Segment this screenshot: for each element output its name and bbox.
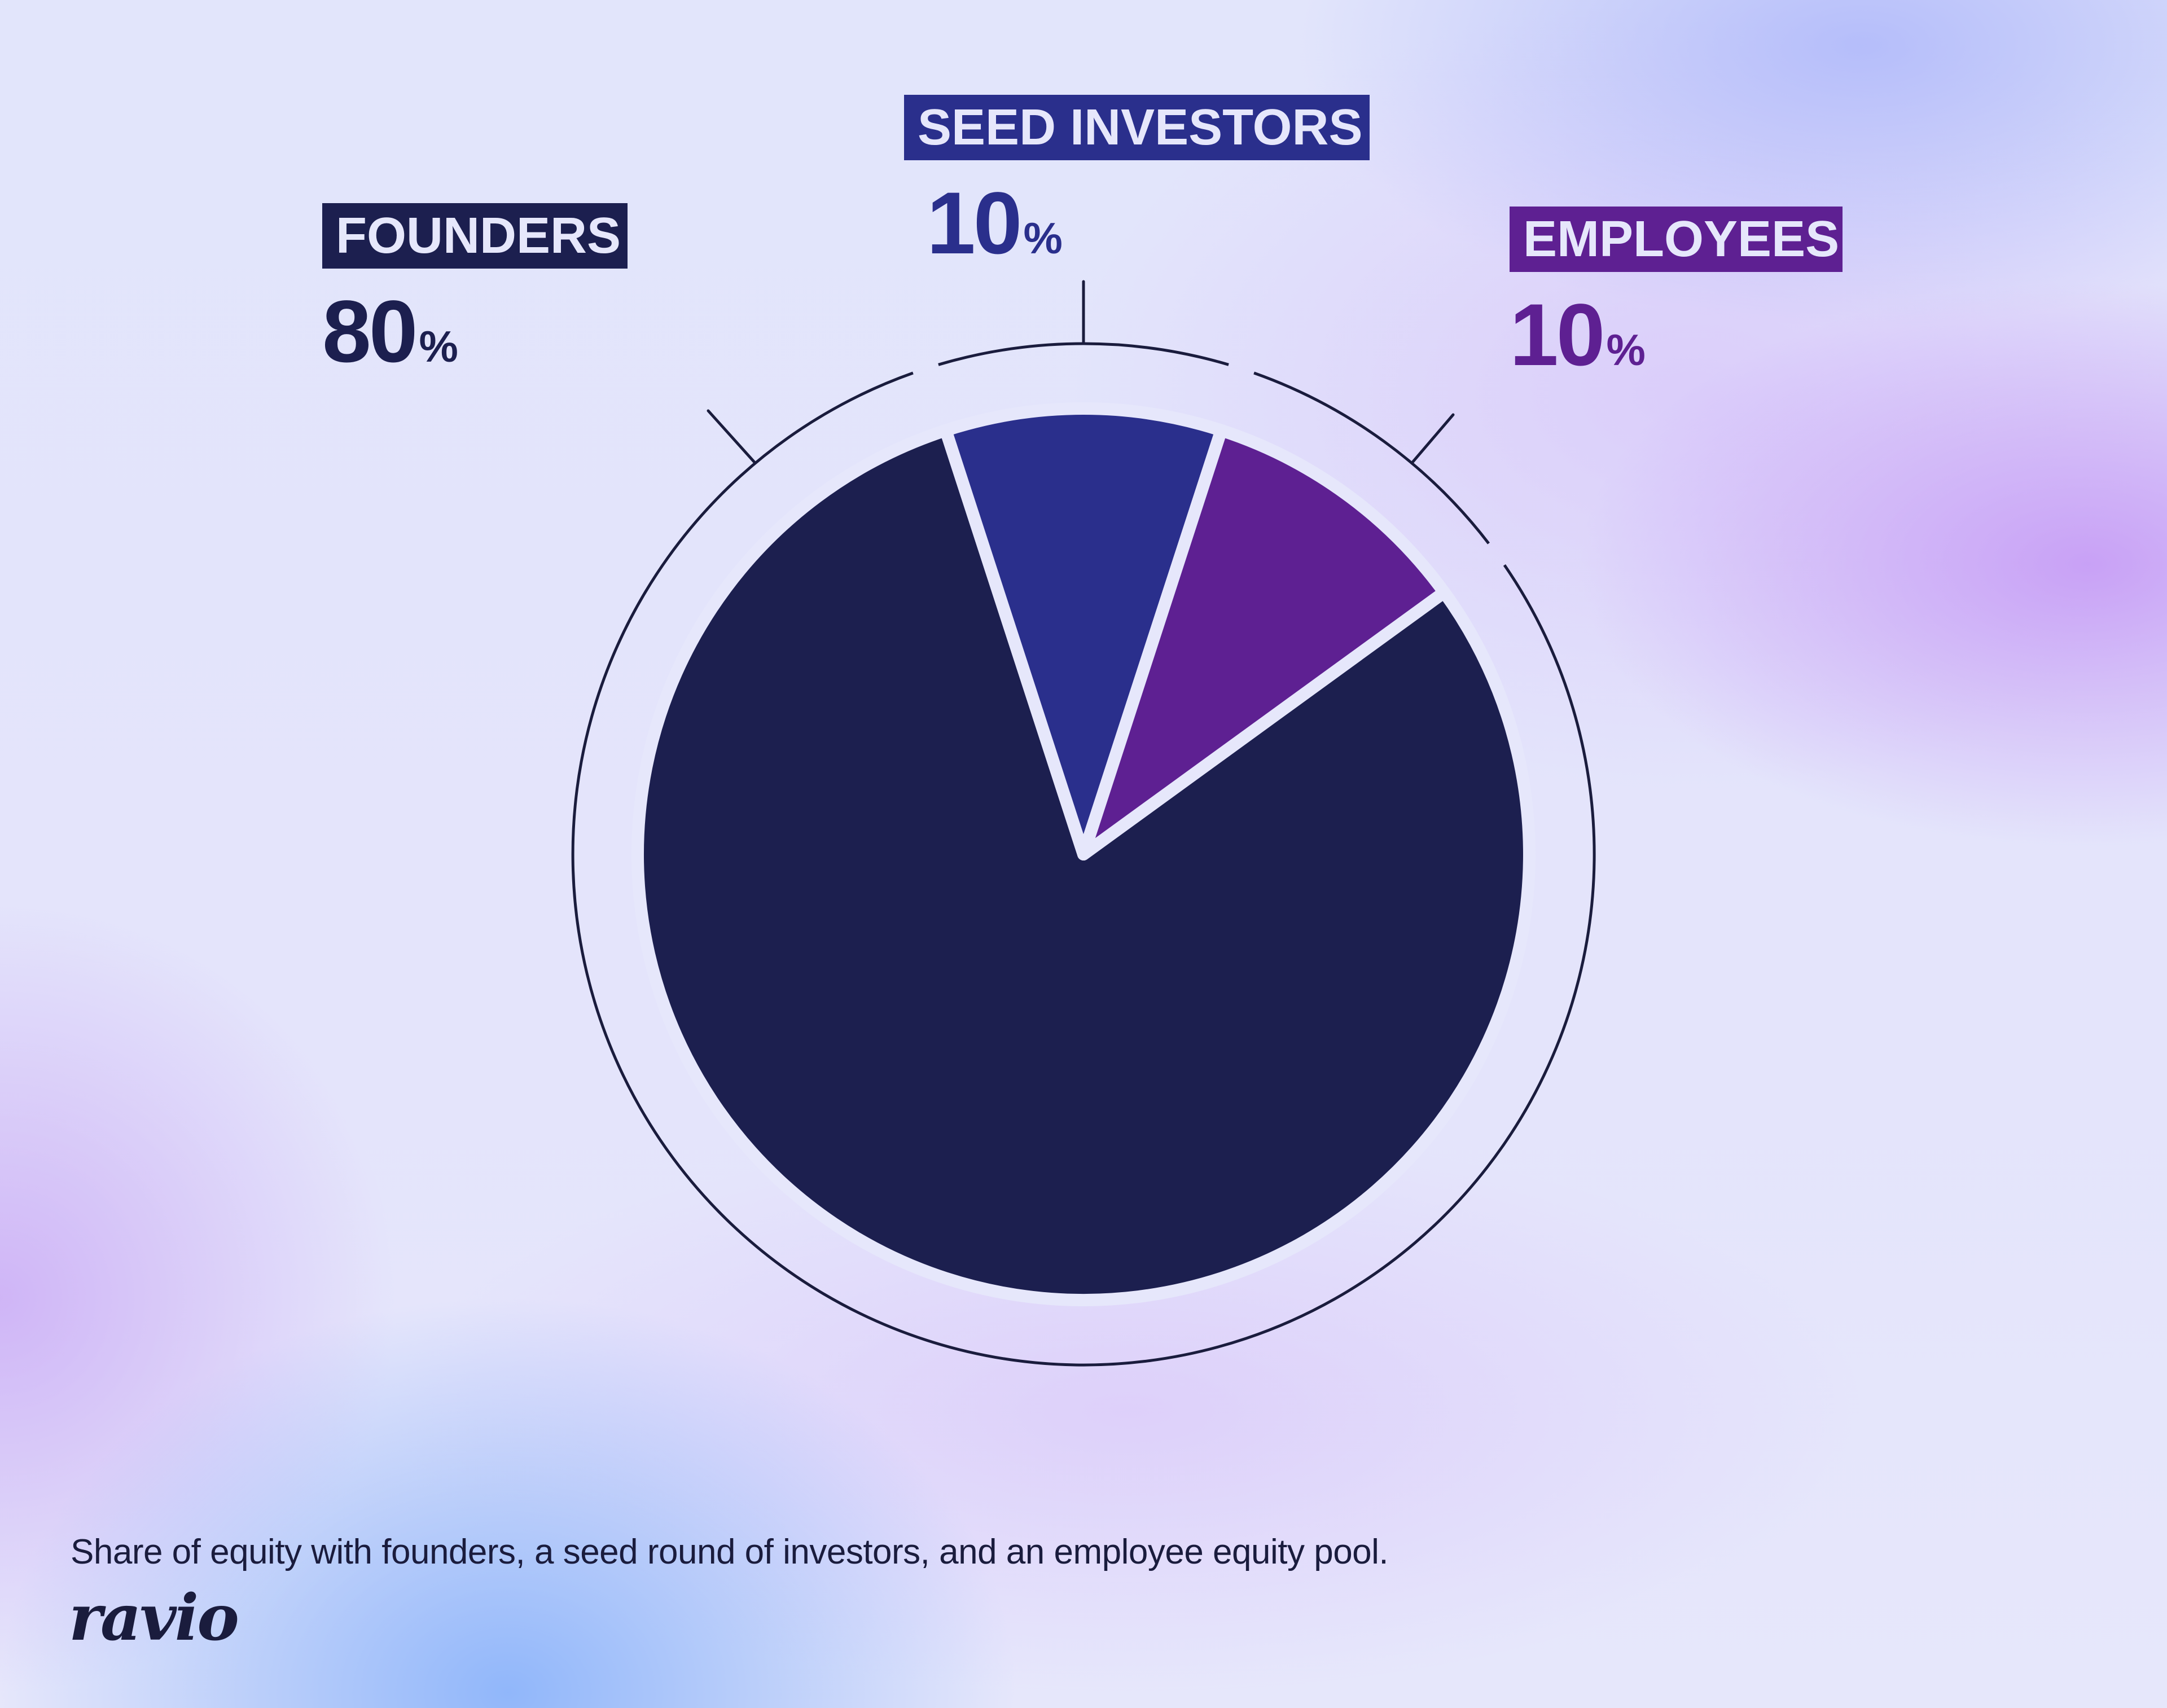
label-founders-name: FOUNDERS xyxy=(322,203,628,269)
founders-percent-number: 80 xyxy=(322,283,418,381)
label-employees-value: 10% xyxy=(1510,291,1843,379)
pie-slice-founders xyxy=(631,424,1536,1307)
chart-caption: Share of equity with founders, a seed ro… xyxy=(71,1533,1389,1571)
callout-ticks xyxy=(707,280,1455,465)
pie-slice-seed-investors xyxy=(939,402,1228,860)
ravio-logo: ravio xyxy=(69,1581,239,1655)
label-seed-investors: SEED INVESTORS 10% xyxy=(904,95,1370,267)
employees-percent-sign: % xyxy=(1606,325,1646,375)
label-founders: FOUNDERS 80% xyxy=(322,203,628,376)
seed-percent-number: 10 xyxy=(927,174,1023,273)
employees-percent-number: 10 xyxy=(1510,286,1605,384)
seed-percent-sign: % xyxy=(1023,213,1063,263)
tick-founders xyxy=(707,409,757,465)
label-employees-name: EMPLOYEES xyxy=(1510,207,1843,272)
pie-slice-employees xyxy=(1077,424,1451,860)
founders-percent-sign: % xyxy=(419,322,458,371)
label-founders-value: 80% xyxy=(322,288,628,376)
label-seed-investors-value: 10% xyxy=(927,179,1370,267)
label-employees: EMPLOYEES 10% xyxy=(1510,207,1843,379)
tick-employees xyxy=(1410,413,1455,465)
label-seed-investors-name: SEED INVESTORS xyxy=(904,95,1370,160)
